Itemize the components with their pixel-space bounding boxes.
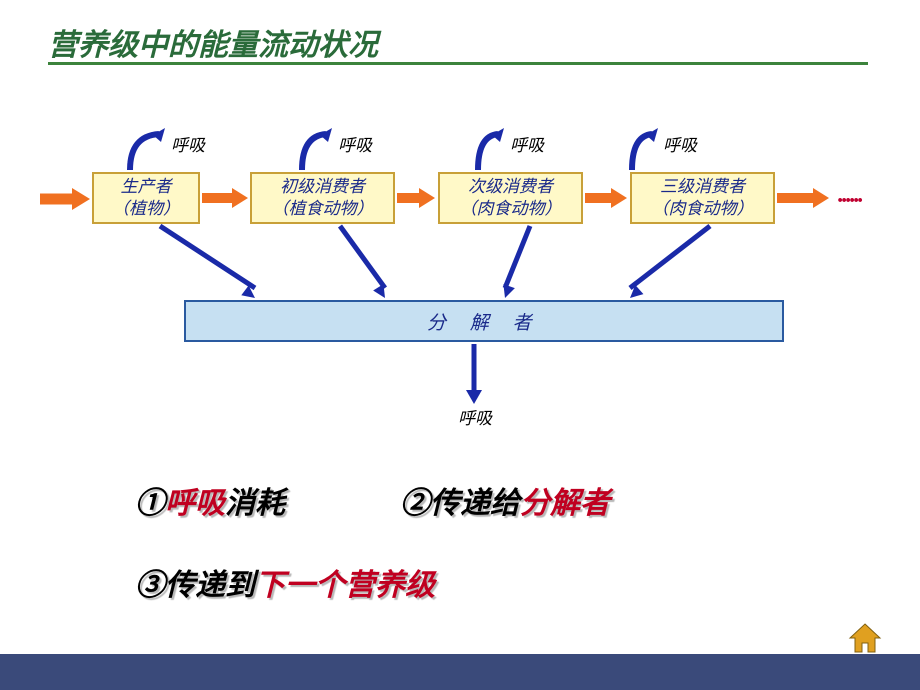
bullet-part: 分解者 — [520, 487, 610, 520]
bullet-part: ① — [135, 487, 165, 520]
node-line2: （肉食动物） — [440, 198, 581, 220]
node-line2: （植食动物） — [252, 198, 393, 220]
respiration-label-2: 呼吸 — [510, 131, 544, 156]
to-decomposer-arrow-2 — [493, 222, 542, 310]
to-decomposer-arrow-3 — [618, 222, 722, 310]
bottom-bar — [0, 654, 920, 690]
continuation-dots: ...... — [838, 182, 862, 209]
node-line2: （植物） — [94, 198, 198, 220]
decomposer-respiration-label: 呼吸 — [458, 404, 492, 429]
flow-arrow-1 — [202, 188, 248, 208]
flow-arrow-2 — [397, 188, 435, 208]
bullet-0: ①呼吸消耗 — [135, 478, 285, 522]
bullet-1: ②传递给分解者 — [400, 478, 610, 522]
flow-arrow-0 — [40, 188, 90, 210]
respiration-label-0: 呼吸 — [171, 131, 205, 156]
bullet-part: 下一个营养级 — [255, 569, 435, 602]
bullet-2: ③传递到下一个营养级 — [135, 560, 435, 604]
flow-arrow-4 — [777, 188, 829, 208]
respiration-label-1: 呼吸 — [338, 131, 372, 156]
to-decomposer-arrow-1 — [328, 222, 397, 310]
home-icon[interactable] — [848, 622, 882, 661]
bullet-part: 消耗 — [225, 487, 285, 520]
node-line2: （肉食动物） — [632, 198, 773, 220]
title-underline — [48, 62, 868, 65]
flow-arrow-3 — [585, 188, 627, 208]
slide-title: 营养级中的能量流动状况 — [48, 20, 378, 64]
decomposer-label: 分 解 者 — [427, 308, 541, 335]
to-decomposer-arrow-0 — [148, 222, 267, 310]
respiration-label-3: 呼吸 — [663, 131, 697, 156]
bullet-part: ③传递到 — [135, 569, 255, 602]
decomposer-respiration-arrow — [464, 344, 484, 412]
bullet-part: 呼吸 — [165, 487, 225, 520]
bullet-part: ②传递给 — [400, 487, 520, 520]
